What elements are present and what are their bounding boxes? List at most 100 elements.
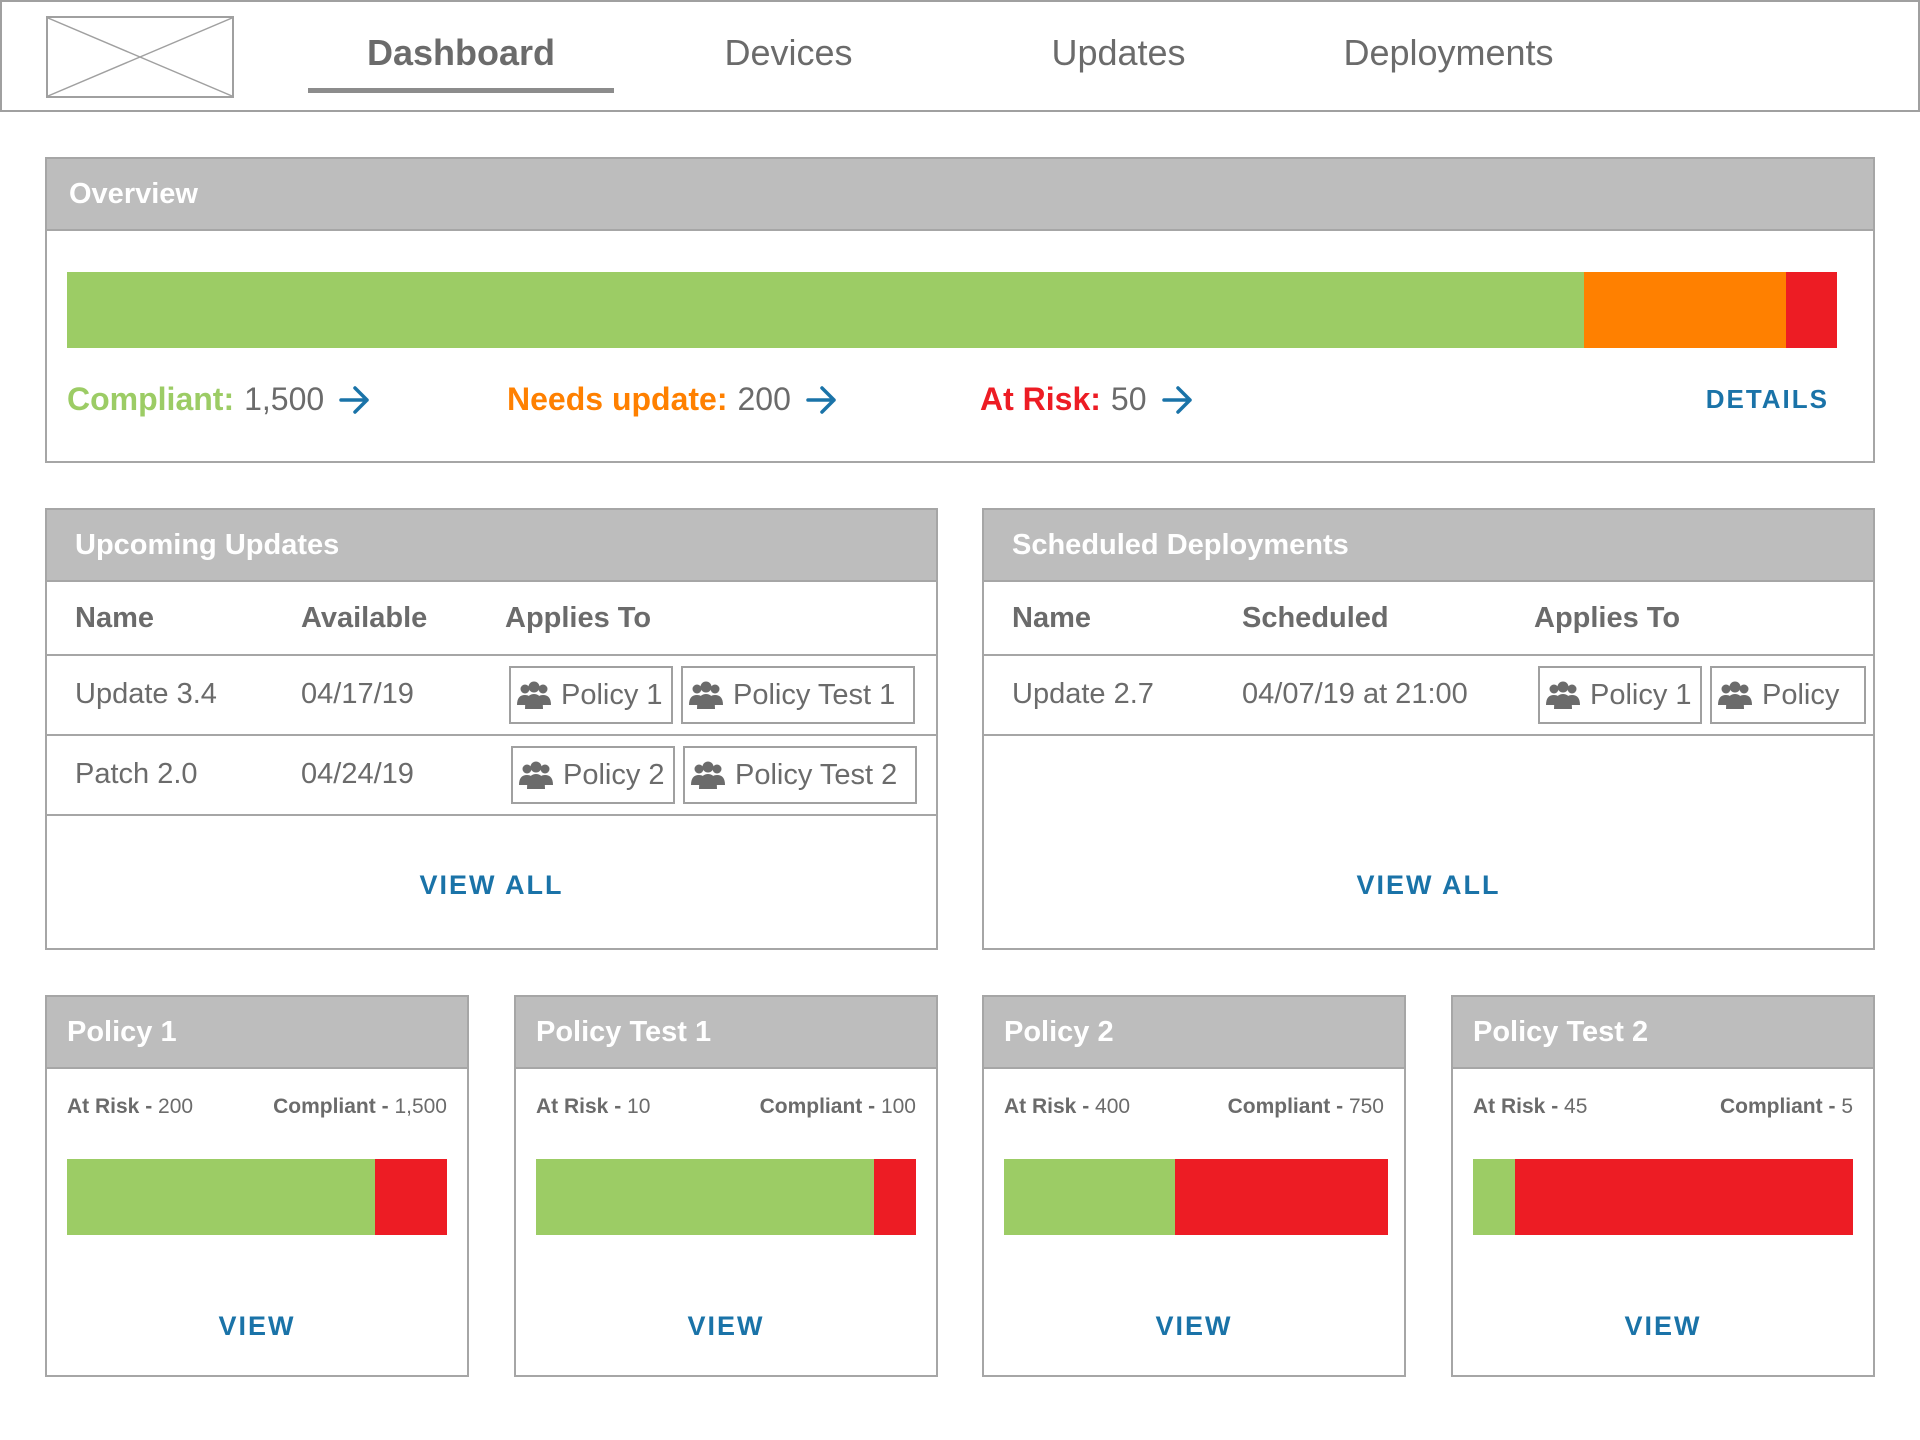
column-header-applies-to[interactable]: Applies To [1534,602,1681,634]
top-navigation-bar: Dashboard Devices Updates Deployments [0,0,1920,112]
needs-update-summary: Needs update: 200 [507,381,839,418]
at-risk-count: 400 [1095,1095,1131,1118]
table-header: Name Available Applies To [47,582,936,656]
scheduled-date: 04/07/19 at 21:00 [1242,678,1468,710]
policy-card-title: Policy 1 [47,997,467,1069]
needs-update-label: Needs update: [507,381,728,417]
details-link[interactable]: DETAILS [1705,384,1829,414]
policy-chip-label: Policy Test 1 [733,678,896,711]
arrow-right-icon[interactable] [1161,385,1195,415]
needs-update-count: 200 [737,381,791,417]
policy-card: Policy Test 1 At Risk - 10 Compliant - 1… [514,995,938,1377]
column-header-available[interactable]: Available [301,602,428,634]
policy-chip-label: Policy 1 [1590,678,1692,711]
policy-chip[interactable]: Policy 2 [511,746,675,804]
view-policy-link[interactable]: VIEW [1624,1311,1702,1341]
compliant-count: 750 [1348,1095,1384,1118]
column-header-scheduled[interactable]: Scheduled [1242,602,1389,634]
view-all-updates-link[interactable]: VIEW ALL [419,870,564,900]
scheduled-deployments-title: Scheduled Deployments [984,510,1873,582]
users-group-icon [1546,681,1580,709]
scheduled-deployments-panel: Scheduled Deployments Name Scheduled App… [982,508,1875,950]
at-risk-count: 50 [1110,381,1147,417]
users-group-icon [689,681,723,709]
compliant-stat: Compliant - 1,500 [273,1095,447,1118]
logo-placeholder-icon[interactable] [46,16,234,98]
compliant-count: 1,500 [394,1095,447,1118]
at-risk-label: At Risk [67,1095,140,1118]
compliant-stat: Compliant - 5 [1719,1095,1853,1118]
compliant-segment [67,1159,375,1235]
compliant-stat: Compliant - 750 [1227,1095,1384,1118]
policy-chip-label: Policy 2 [563,758,665,791]
compliant-count: 100 [880,1095,916,1118]
overview-title: Overview [47,159,1873,231]
table-row[interactable]: Patch 2.0 04/24/19 Policy 2 Policy Test … [47,736,936,816]
tab-updates[interactable]: Updates [1051,32,1186,73]
column-header-name[interactable]: Name [75,602,154,634]
view-policy-link[interactable]: VIEW [687,1311,765,1341]
compliant-segment [536,1159,875,1235]
update-name: Update 3.4 [75,678,217,710]
compliant-label: Compliant [1719,1095,1823,1118]
arrow-right-icon[interactable] [805,385,839,415]
policy-chip-label: Policy 1 [561,678,663,711]
upcoming-updates-panel: Upcoming Updates Name Available Applies … [45,508,938,950]
compliant-label: Compliant: [67,381,235,417]
table-row[interactable]: Update 3.4 04/17/19 Policy 1 Policy Test… [47,656,936,736]
policy-chip[interactable]: Policy [1710,666,1866,724]
compliant-label: Compliant [1227,1095,1331,1118]
compliant-segment [67,272,1585,348]
policy-card: Policy 1 At Risk - 200 Compliant - 1,500… [45,995,469,1377]
at-risk-count: 45 [1564,1095,1588,1118]
policy-compliance-bar [67,1159,447,1235]
policy-card-title: Policy 2 [984,997,1404,1069]
policy-compliance-bar [1004,1159,1388,1235]
at-risk-stat: At Risk - 400 [1004,1095,1131,1118]
compliant-count: 1,500 [244,381,325,417]
deployment-name: Update 2.7 [1012,678,1154,710]
table-row[interactable]: Update 2.7 04/07/19 at 21:00 Policy 1 Po… [984,656,1873,736]
at-risk-count: 200 [158,1095,194,1118]
policy-compliance-bar [1473,1159,1853,1235]
view-policy-link[interactable]: VIEW [1155,1311,1233,1341]
policy-chip[interactable]: Policy Test 1 [681,666,915,724]
at-risk-stat: At Risk - 200 [67,1095,194,1118]
at-risk-label: At Risk [1004,1095,1077,1118]
at-risk-label: At Risk [536,1095,609,1118]
at-risk-label: At Risk [1473,1095,1546,1118]
at-risk-count: 10 [627,1095,651,1118]
tab-devices[interactable]: Devices [724,32,853,73]
policy-card: Policy Test 2 At Risk - 45 Compliant - 5… [1451,995,1875,1377]
users-group-icon [691,761,725,789]
compliant-segment [1473,1159,1515,1235]
at-risk-stat: At Risk - 45 [1473,1095,1588,1118]
policy-chip[interactable]: Policy 1 [509,666,673,724]
column-header-name[interactable]: Name [1012,602,1091,634]
available-date: 04/24/19 [301,758,414,790]
compliant-label: Compliant [759,1095,863,1118]
compliant-stat: Compliant - 100 [759,1095,916,1118]
at-risk-segment [1514,1159,1853,1235]
upcoming-updates-title: Upcoming Updates [47,510,936,582]
overview-compliance-bar [67,272,1837,348]
at-risk-stat: At Risk - 10 [536,1095,651,1118]
compliant-count: 5 [1841,1095,1853,1118]
policy-compliance-bar [536,1159,916,1235]
arrow-right-icon[interactable] [338,385,372,415]
users-group-icon [519,761,553,789]
policy-chip[interactable]: Policy 1 [1538,666,1702,724]
view-policy-link[interactable]: VIEW [218,1311,296,1341]
view-all-deployments-link[interactable]: VIEW ALL [1356,870,1501,900]
column-header-applies-to[interactable]: Applies To [505,602,652,634]
table-header: Name Scheduled Applies To [984,582,1873,656]
compliant-summary: Compliant: 1,500 [67,381,372,418]
needs-update-segment [1584,272,1787,348]
available-date: 04/17/19 [301,678,414,710]
tab-deployments[interactable]: Deployments [1343,32,1554,73]
users-group-icon [517,681,551,709]
policy-chip[interactable]: Policy Test 2 [683,746,917,804]
tab-dashboard[interactable]: Dashboard [366,32,556,73]
at-risk-summary: At Risk: 50 [980,381,1195,418]
policy-card-title: Policy Test 2 [1453,997,1873,1069]
